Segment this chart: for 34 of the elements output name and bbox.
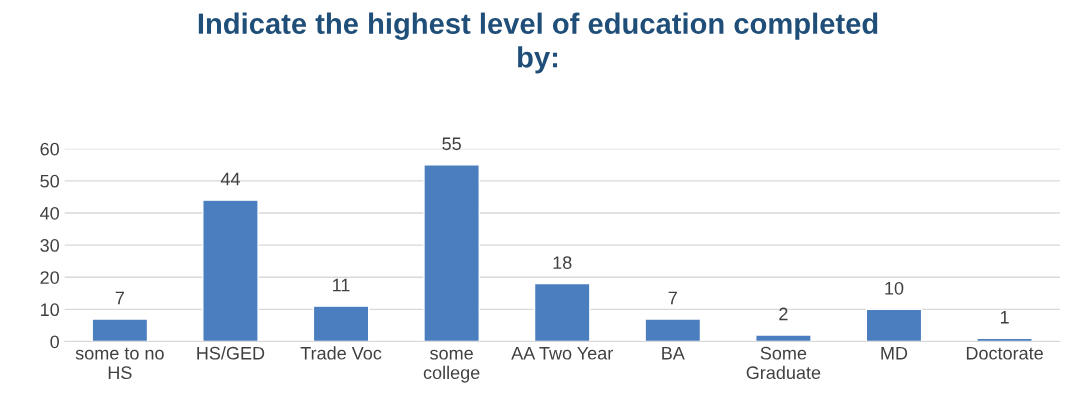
- data-label: 1: [1000, 310, 1009, 324]
- bar: [202, 199, 259, 342]
- data-label: 10: [885, 281, 904, 295]
- y-tick-label: 20: [40, 271, 59, 284]
- data-label: 2: [779, 307, 788, 321]
- y-tick-label: 40: [40, 206, 59, 220]
- x-tick-label: some college: [423, 349, 480, 383]
- bar: [91, 318, 149, 342]
- bar: [644, 318, 702, 342]
- y-tick-label: 60: [40, 142, 59, 156]
- x-tick-label: Trade Voc: [300, 346, 382, 360]
- data-label: 44: [220, 172, 240, 186]
- y-tick-label: 50: [40, 174, 59, 188]
- y-tick-label: 0: [50, 335, 59, 349]
- x-tick-label: AA Two Year: [511, 347, 613, 360]
- bar: [533, 282, 591, 342]
- bar: [312, 305, 370, 342]
- data-label: 7: [668, 291, 677, 305]
- x-tick-label: HS/GED: [197, 346, 265, 360]
- x-tick-label: some to no HS: [75, 347, 164, 380]
- x-tick-label: BA: [662, 347, 685, 360]
- x-tick-label: Some Graduate: [746, 346, 821, 380]
- bar: [865, 308, 923, 342]
- data-label: 7: [115, 291, 124, 305]
- y-tick-label: 30: [40, 239, 59, 252]
- x-tick-label: MD: [881, 347, 908, 360]
- data-label: 11: [333, 278, 350, 292]
- bar: [755, 334, 812, 342]
- y-tick-label: 10: [40, 303, 59, 317]
- data-label: 18: [553, 256, 572, 269]
- chart-title: Indicate the highest level of education completed by:: [198, 12, 878, 74]
- data-label: 55: [442, 137, 461, 151]
- bar: [423, 164, 480, 342]
- x-tick-label: Doctorate: [966, 347, 1043, 360]
